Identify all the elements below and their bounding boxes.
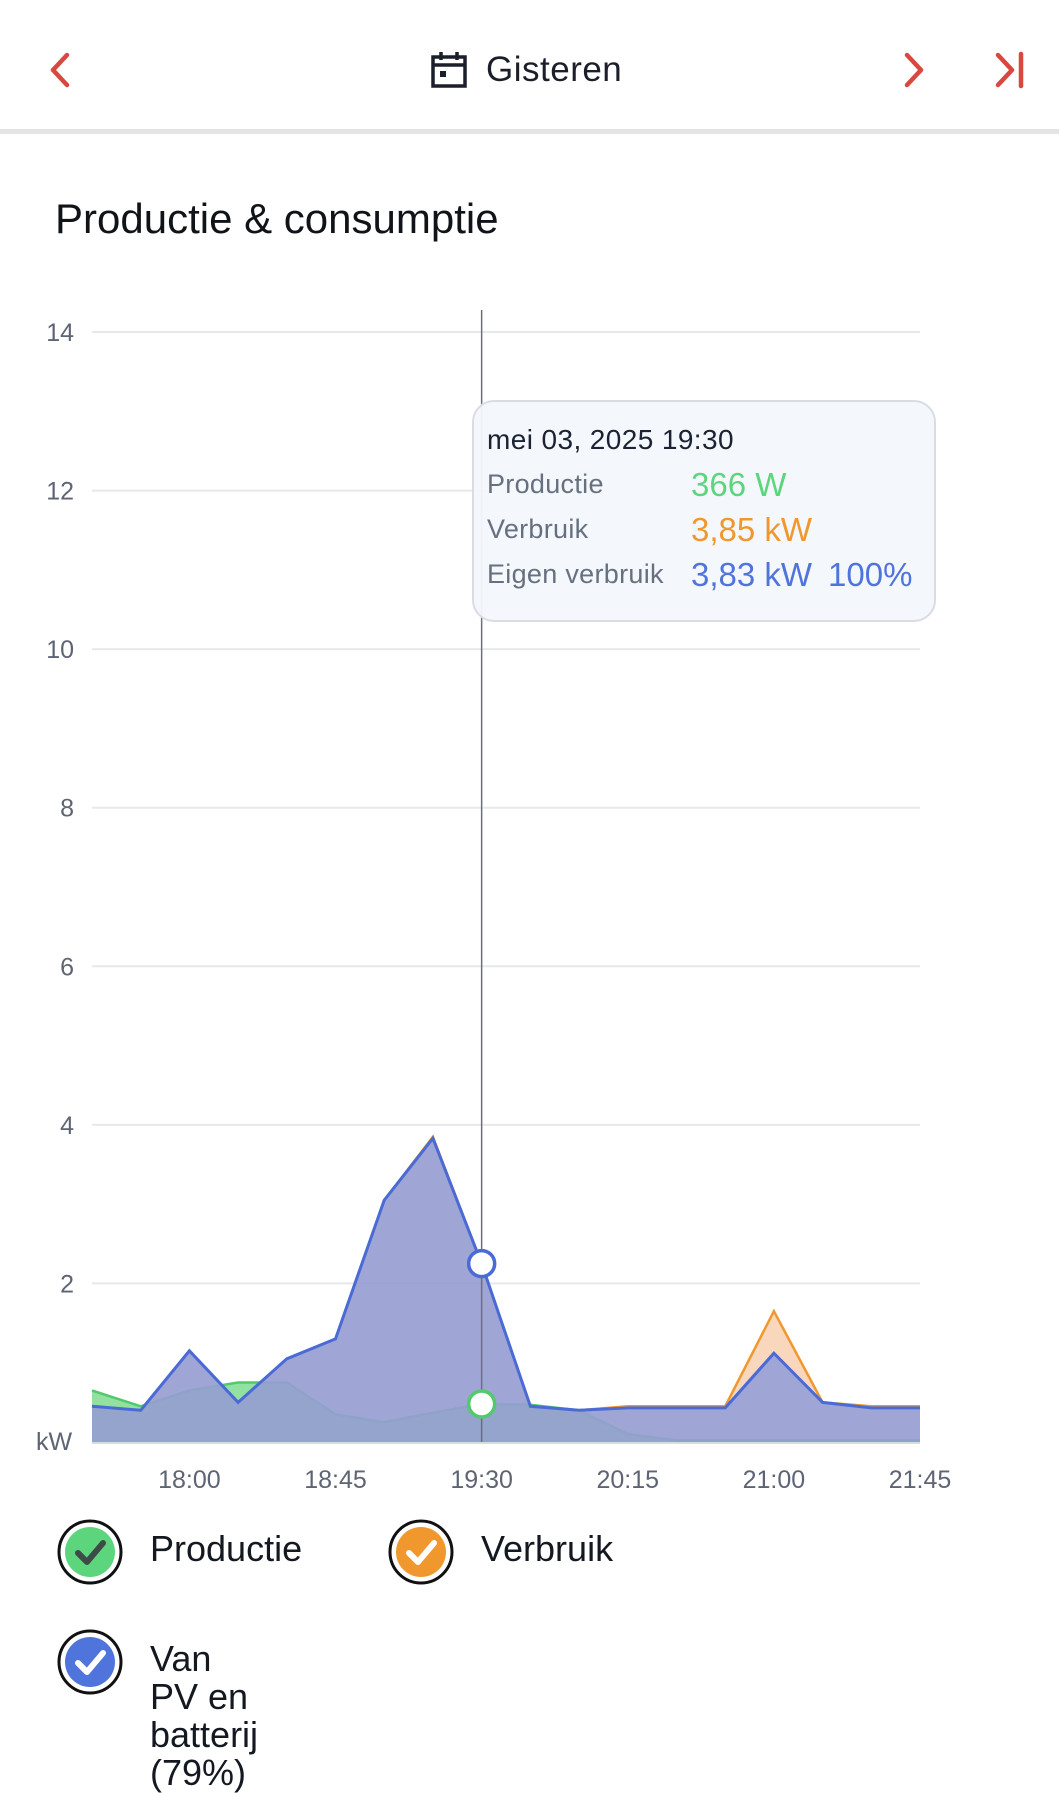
date-label: Gisteren	[486, 50, 623, 89]
calendar-icon	[431, 52, 467, 88]
y-tick-label: 14	[46, 319, 74, 347]
marker-productie	[466, 1389, 497, 1419]
top-nav-bar: Gisteren	[0, 0, 1059, 134]
y-tick-label: 4	[60, 1112, 74, 1140]
chart-tooltip: mei 03, 2025 19:30 Productie 366 W Verbr…	[472, 400, 936, 622]
x-tick-label: 18:45	[304, 1466, 367, 1490]
tooltip-datetime: mei 03, 2025 19:30	[487, 424, 734, 455]
check-circle-icon	[388, 1519, 454, 1585]
y-tick-label: 2	[60, 1270, 74, 1298]
check-circle-icon	[57, 1519, 123, 1585]
tooltip-label: Eigen verbruik	[487, 559, 664, 589]
legend-label: Verbruik	[481, 1528, 614, 1569]
chevron-right-icon	[904, 52, 924, 88]
x-tick-label: 21:00	[743, 1466, 806, 1490]
y-tick-label: 8	[60, 795, 74, 823]
card-title: Productie & consumptie	[55, 195, 499, 242]
line-van-pv-en-batterij	[91, 1135, 920, 1412]
check-circle-icon	[57, 1629, 123, 1695]
x-tick-label: 20:15	[596, 1466, 659, 1490]
production-consumption-chart[interactable]: 14 12 10 8 6 4 2 kW 18:00 18:45 19:30 20:15 21:00 21…	[0, 290, 1059, 1490]
chevron-left-icon	[50, 52, 70, 88]
marker-eigen-verbruik	[466, 1248, 497, 1279]
tooltip-value: 3,83 kW	[691, 555, 813, 593]
legend-label: Productie	[150, 1528, 303, 1569]
tooltip-label: Productie	[487, 469, 604, 499]
y-tick-label: 12	[46, 478, 74, 506]
x-tick-label: 19:30	[450, 1466, 513, 1490]
legend-item-verbruik[interactable]: Verbruik	[387, 1518, 613, 1586]
last-day-button[interactable]	[980, 40, 1040, 100]
y-axis-unit-label: kW	[36, 1428, 73, 1456]
y-axis-ticks: 14 12 10 8 6 4 2 kW	[36, 319, 74, 1456]
tooltip-row-consumption: Verbruik 3,85 kW	[487, 507, 934, 552]
tooltip-row-self-consumption: Eigen verbruik 3,83 kW 100%	[487, 552, 934, 597]
x-axis-ticks: 18:00 18:45 19:30 20:15 21:00 21:45	[158, 1466, 951, 1490]
tooltip-value: 3,85 kW	[691, 510, 813, 548]
previous-day-button[interactable]	[30, 40, 90, 100]
tooltip-label: Verbruik	[487, 514, 589, 544]
next-day-button[interactable]	[884, 40, 944, 100]
y-tick-label: 6	[60, 953, 74, 981]
tooltip-row-production: Productie 366 W	[487, 462, 934, 507]
x-tick-label: 21:45	[889, 1466, 952, 1490]
legend-label: Van PV en batterij (79%)	[150, 1638, 259, 1793]
tooltip-percent: 100%	[828, 555, 913, 593]
skip-to-end-icon	[995, 51, 1024, 89]
area-van-pv-en-batterij	[92, 1138, 920, 1442]
chart-areas	[91, 1134, 920, 1442]
legend-item-productie[interactable]: Productie	[56, 1518, 302, 1586]
legend-item-van-pv-en-batterij[interactable]: Van PV en batterij (79%)	[56, 1628, 258, 1792]
date-selector[interactable]: Gisteren	[430, 42, 622, 98]
y-tick-label: 10	[46, 636, 74, 664]
tooltip-value: 366 W	[691, 465, 787, 503]
x-tick-label: 18:00	[158, 1466, 221, 1490]
